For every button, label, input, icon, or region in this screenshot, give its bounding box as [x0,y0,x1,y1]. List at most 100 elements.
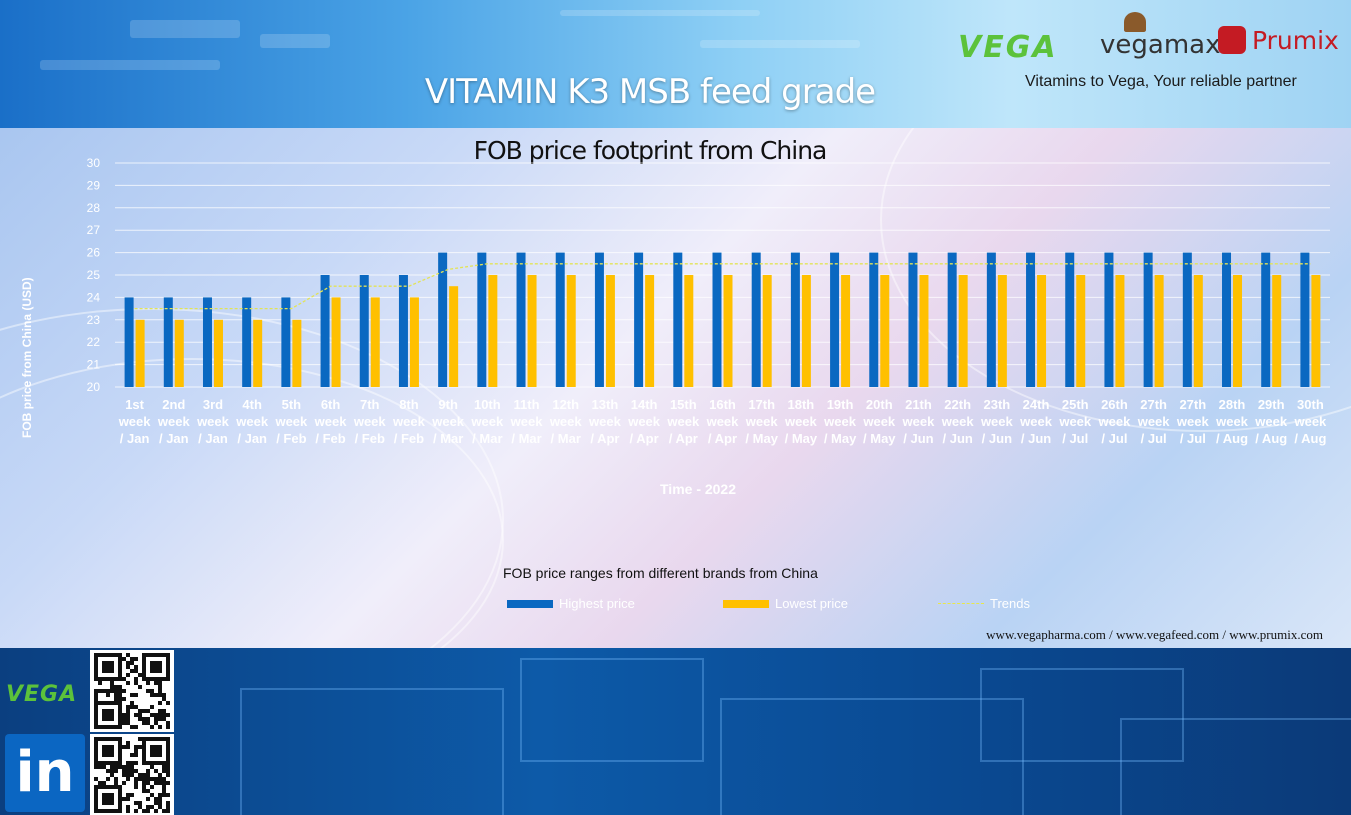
qr-module [134,753,138,757]
qr-module [134,761,138,765]
qr-module [162,765,166,769]
qr-module [106,809,110,813]
qr-module [122,713,126,717]
qr-module [114,809,118,813]
qr-module [130,705,134,709]
bar-lowest-price [1115,275,1125,387]
qr-module [126,673,130,677]
qr-module [118,725,122,729]
qr-module [110,749,114,753]
qr-module [94,725,98,729]
qr-module [110,681,114,685]
qr-module [98,653,102,657]
qr-code-vega [90,650,174,732]
x-tick-label: 28th [1219,397,1246,412]
bar-lowest-price [488,275,498,387]
qr-module [150,749,154,753]
qr-module [146,805,150,809]
qr-module [154,653,158,657]
qr-module [134,725,138,729]
qr-module [138,737,142,741]
qr-module [158,713,162,717]
qr-module [146,781,150,785]
qr-module [150,761,154,765]
qr-module [154,769,158,773]
y-tick-label: 21 [87,358,101,372]
qr-module [106,737,110,741]
bar-highest-price [751,252,761,387]
qr-module [150,745,154,749]
qr-module [154,717,158,721]
qr-module [166,801,170,805]
linkedin-icon[interactable]: in [5,734,85,812]
qr-module [126,805,130,809]
qr-module [102,701,106,705]
x-tick-label: / Feb [315,431,345,446]
bar-lowest-price [292,319,302,387]
qr-module [102,677,106,681]
qr-module [118,801,122,805]
qr-module [142,809,146,813]
qr-module [166,757,170,761]
qr-module [166,725,170,729]
qr-module [98,737,102,741]
x-tick-label: 7th [360,397,380,412]
qr-module [106,749,110,753]
qr-module [166,657,170,661]
qr-module [166,653,170,657]
qr-module [150,669,154,673]
x-tick-label: week [784,414,818,429]
qr-module [138,801,142,805]
bar-lowest-price [370,297,380,387]
qr-module [102,793,106,797]
qr-module [94,789,98,793]
qr-module [118,669,122,673]
bar-lowest-price [174,319,184,387]
website-links[interactable]: www.vegapharma.com / www.vegafeed.com / … [986,627,1323,642]
x-tick-label: week [902,414,936,429]
x-tick-label: 9th [438,397,458,412]
qr-module [158,753,162,757]
x-tick-label: / May [785,431,818,446]
qr-module [142,781,146,785]
qr-module [158,737,162,741]
qr-module [114,685,118,689]
qr-module [130,661,134,665]
qr-module [106,717,110,721]
qr-module [106,701,110,705]
legend-title: FOB price ranges from different brands f… [503,565,818,581]
qr-module [154,677,158,681]
x-tick-label: 4th [242,397,262,412]
bar-highest-price [594,252,604,387]
qr-module [134,749,138,753]
x-tick-label: / May [745,431,778,446]
qr-module [150,785,154,789]
qr-code-linkedin [90,734,174,815]
y-tick-label: 27 [87,223,101,237]
qr-module [130,693,134,697]
prumix-logo-icon [1218,26,1246,54]
x-tick-label: / Jul [1101,431,1127,446]
qr-module [94,805,98,809]
qr-module [118,753,122,757]
qr-module [130,725,134,729]
qr-module [102,749,106,753]
qr-module [142,677,146,681]
qr-module [110,769,114,773]
x-tick-label: 27th [1140,397,1167,412]
legend-label-lowest: Lowest price [775,596,848,611]
legend-label-trends: Trends [990,596,1030,611]
bar-highest-price [1065,252,1075,387]
x-tick-label: 8th [399,397,419,412]
qr-module [126,809,130,813]
qr-module [114,689,118,693]
x-tick-label: week [235,414,269,429]
bar-highest-price [477,252,487,387]
qr-module [162,761,166,765]
x-tick-label: / May [863,431,896,446]
bar-highest-price [1143,252,1153,387]
x-tick-label: 26th [1101,397,1128,412]
qr-module [142,777,146,781]
qr-module [114,701,118,705]
qr-module [158,805,162,809]
